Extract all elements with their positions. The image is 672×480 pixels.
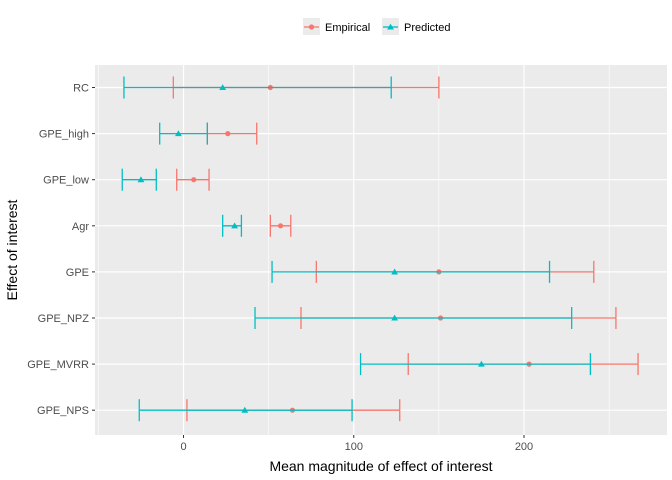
x-axis-title: Mean magnitude of effect of interest xyxy=(269,458,492,474)
legend-key-marker xyxy=(387,23,394,30)
legend-item-empirical: Empirical xyxy=(303,18,370,35)
minor-gridlines xyxy=(98,65,610,435)
mean-point xyxy=(231,222,238,229)
y-axis-title: Effect of interest xyxy=(4,199,20,300)
x-tick-label: 100 xyxy=(345,441,363,453)
plot-panel xyxy=(95,65,667,435)
x-axis-ticks: 0 100 200 xyxy=(180,435,533,453)
legend-label: Predicted xyxy=(404,22,450,34)
data-marks xyxy=(121,76,639,422)
legend-key-marker xyxy=(308,24,315,30)
y-tick-label: GPE_NPS xyxy=(37,405,89,417)
mean-point xyxy=(277,223,284,229)
mean-point xyxy=(175,130,182,137)
mean-point xyxy=(241,406,249,413)
mean-point xyxy=(191,177,197,183)
mean-point xyxy=(225,131,231,137)
mean-point xyxy=(478,360,485,367)
x-tick-label: 200 xyxy=(515,441,533,453)
legend-label: Empirical xyxy=(325,22,370,34)
mean-point xyxy=(391,314,399,321)
y-tick-label: Agr xyxy=(72,221,89,233)
x-tick-label: 0 xyxy=(180,441,186,453)
mean-point xyxy=(219,84,227,91)
mean-point xyxy=(137,176,145,183)
y-tick-label: GPE_NPZ xyxy=(38,313,90,325)
y-tick-label: GPE_high xyxy=(39,129,89,141)
y-tick-label: GPE_low xyxy=(43,175,89,187)
legend-item-predicted: Predicted xyxy=(382,18,450,35)
series-predicted xyxy=(121,76,592,422)
y-axis-ticks: RC GPE_high GPE_low Agr GPE GPE_NPZ GPE_MVRR GP… xyxy=(27,83,95,417)
legend: Empirical Predicted xyxy=(303,18,450,35)
y-tick-label: RC xyxy=(73,83,89,95)
y-tick-label: GPE_MVRR xyxy=(27,359,89,371)
mean-point xyxy=(391,268,399,275)
y-tick-label: GPE xyxy=(66,267,89,279)
